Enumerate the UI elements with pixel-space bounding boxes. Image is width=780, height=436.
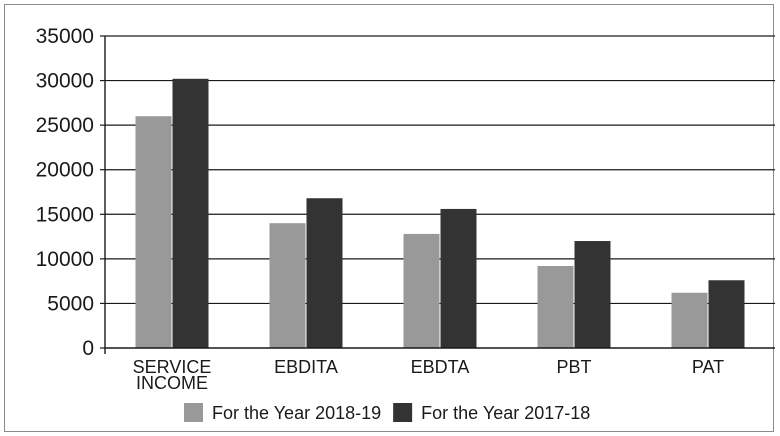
chart-frame — [4, 4, 774, 432]
bar-2017-18 — [574, 241, 611, 348]
legend-swatch — [184, 403, 203, 422]
y-tick-label: 15000 — [36, 203, 94, 226]
gridlines — [105, 35, 775, 305]
y-tick-label: 35000 — [36, 25, 94, 48]
legend-label: For the Year 2018-19 — [212, 403, 381, 423]
y-tick-label: 20000 — [36, 159, 94, 182]
y-tick-label: 5000 — [47, 292, 94, 315]
x-tick-label: PAT — [692, 357, 724, 377]
bars — [135, 78, 745, 348]
y-tick-label: 10000 — [36, 248, 94, 271]
x-tick-label: INCOME — [136, 373, 208, 393]
x-tick-label: SERVICE — [133, 357, 212, 377]
legend: For the Year 2018-19 For the Year 2017-18 — [184, 403, 590, 423]
x-tick-label: EBDTA — [411, 357, 470, 377]
bar-2017-18 — [172, 78, 209, 348]
x-tick-label: PBT — [556, 357, 591, 377]
x-tick-label: EBDITA — [274, 357, 338, 377]
y-tick-label: 25000 — [36, 114, 94, 137]
bar-2018-19 — [537, 265, 574, 348]
legend-label: For the Year 2017-18 — [421, 403, 590, 423]
legend-swatch — [393, 403, 413, 422]
bar-2017-18 — [306, 198, 343, 348]
bar-2017-18 — [440, 208, 477, 348]
bar-2018-19 — [671, 292, 708, 348]
y-tick-labels: 0 5000 10000 15000 20000 25000 30000 35000 — [36, 25, 94, 360]
bar-2018-19 — [135, 116, 172, 348]
y-tick-label: 30000 — [36, 70, 94, 93]
bar-2018-19 — [403, 233, 440, 348]
bar-2017-18 — [708, 280, 745, 348]
bar-2018-19 — [269, 223, 306, 348]
y-tick-label: 0 — [82, 337, 94, 360]
axes — [100, 35, 775, 354]
